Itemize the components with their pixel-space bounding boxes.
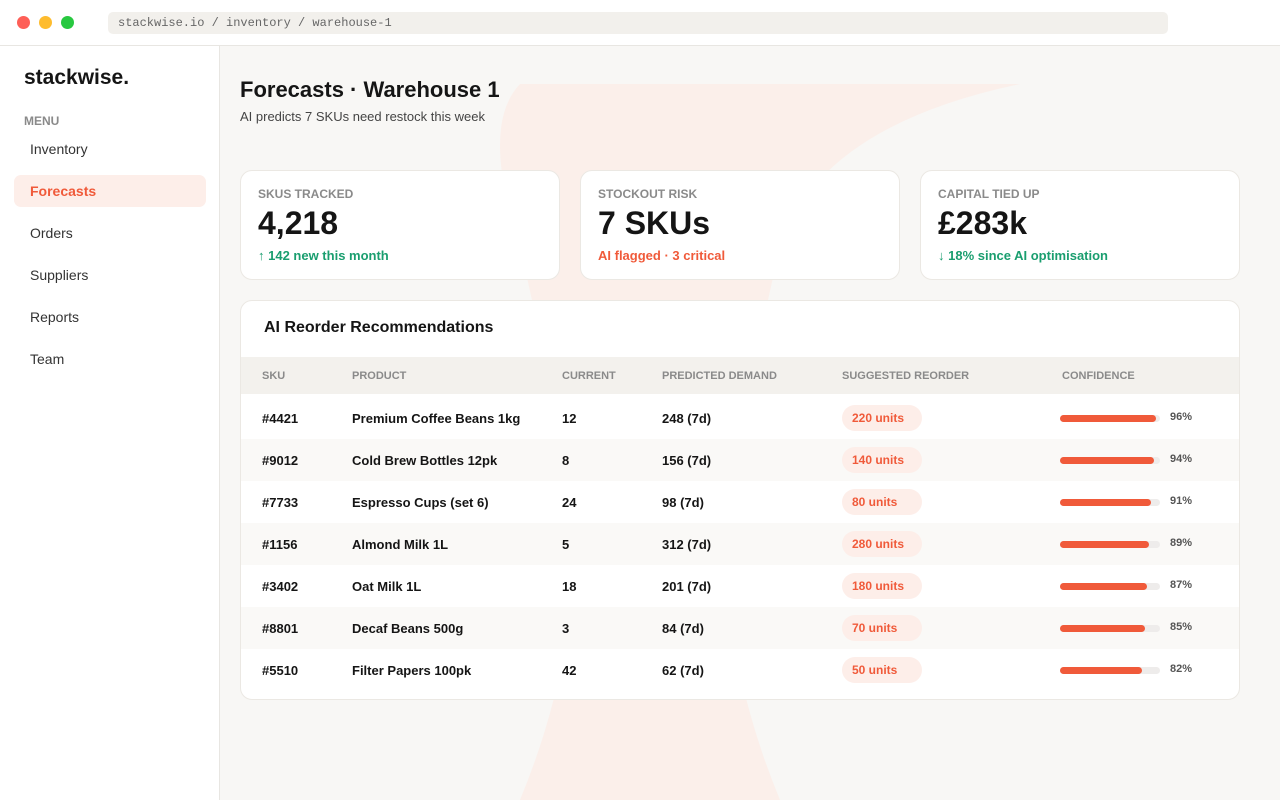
table-cell: 248 (7d) (662, 411, 712, 426)
column-header: SKU (262, 370, 286, 382)
table-cell: #1156 (262, 537, 298, 552)
table-cell: 62 (7d) (662, 663, 704, 678)
table-cell: Oat Milk 1L (352, 579, 422, 594)
confidence-bar (1060, 457, 1154, 464)
table-cell: Filter Papers 100pk (352, 663, 472, 678)
nav-item[interactable]: Forecasts (30, 183, 97, 199)
stat-note: ↓ 18% since AI optimisation (938, 248, 1109, 263)
table-cell: 5 (562, 537, 570, 552)
stat-label: CAPITAL TIED UP (938, 187, 1040, 201)
nav-item[interactable]: Reports (30, 309, 80, 325)
reorder-pill: 80 units (842, 489, 922, 515)
table-cell: Cold Brew Bottles 12pk (352, 453, 498, 468)
reorder-pill: 180 units (842, 573, 922, 599)
confidence-label: 91% (1170, 495, 1193, 507)
table-cell: 8 (562, 453, 570, 468)
stat-value: 4,218 (258, 205, 339, 241)
stat-card: CAPITAL TIED UP £283k ↓ 18% since AI optim… (920, 170, 1240, 280)
confidence-label: 87% (1170, 579, 1193, 591)
reorder-amount: 140 units (852, 453, 905, 467)
stat-label: STOCKOUT RISK (598, 187, 698, 201)
reorder-pill: 70 units (842, 615, 922, 641)
table-cell: 156 (7d) (662, 453, 712, 468)
reorder-amount: 180 units (852, 579, 905, 593)
column-header: PREDICTED DEMAND (662, 370, 777, 382)
confidence-label: 94% (1170, 453, 1193, 465)
table-cell: Premium Coffee Beans 1kg (352, 411, 521, 426)
reorder-pill: 220 units (842, 405, 922, 431)
nav-active-bg (14, 175, 206, 207)
stat-label: SKUS TRACKED (258, 187, 354, 201)
confidence-bar (1060, 667, 1142, 674)
stat-note: AI flagged · 3 critical (598, 248, 726, 263)
reorder-amount: 220 units (852, 411, 905, 425)
address-bar[interactable]: stackwise.io / inventory / warehouse-1 (108, 12, 1168, 34)
column-header: CONFIDENCE (1062, 370, 1135, 382)
column-header: PRODUCT (352, 370, 407, 382)
table-cell: Decaf Beans 500g (352, 621, 464, 636)
table-cell: 98 (7d) (662, 495, 704, 510)
table-cell: #3402 (262, 579, 299, 594)
table-cell: #9012 (262, 453, 299, 468)
browser-bar: stackwise.io / inventory / warehouse-1 (0, 0, 1280, 46)
reorder-amount: 70 units (852, 621, 898, 635)
table-cell: 42 (562, 663, 577, 678)
confidence-label: 96% (1170, 411, 1193, 423)
confidence-bar (1060, 499, 1151, 506)
confidence-bar (1060, 541, 1149, 548)
maximize-button[interactable] (61, 16, 74, 29)
table-cell: 18 (562, 579, 577, 594)
sidebar: stackwise. MENU Inventory Forecasts Orders… (0, 46, 220, 800)
reorder-amount: 50 units (852, 663, 898, 677)
column-header: CURRENT (562, 370, 616, 382)
nav-item[interactable]: Inventory (30, 141, 88, 157)
table-card: AI Reorder Recommendations SKU PRODUCT CUR… (240, 300, 1240, 700)
table-cell: 201 (7d) (662, 579, 712, 594)
close-button[interactable] (17, 16, 30, 29)
stat-card: STOCKOUT RISK 7 SKUs AI flagged · 3 critic… (580, 170, 900, 280)
brand: stackwise. (24, 66, 130, 89)
table-cell: Almond Milk 1L (352, 537, 449, 552)
table-cell: Espresso Cups (set 6) (352, 495, 489, 510)
confidence-bar (1060, 415, 1156, 422)
table-cell: 312 (7d) (662, 537, 712, 552)
nav-item[interactable]: Suppliers (30, 267, 89, 283)
confidence-label: 89% (1170, 537, 1193, 549)
table-title: AI Reorder Recommendations (264, 319, 494, 336)
stat-note: ↑ 142 new this month (258, 248, 389, 263)
reorder-amount: 80 units (852, 495, 898, 509)
stat-value: £283k (938, 205, 1027, 241)
table-cell: 3 (562, 621, 570, 636)
table-cell: 24 (562, 495, 577, 510)
nav-item[interactable]: Orders (30, 225, 73, 241)
table-cell: #4421 (262, 411, 299, 426)
minimize-button[interactable] (39, 16, 52, 29)
reorder-amount: 280 units (852, 537, 905, 551)
table-cell: #7733 (262, 495, 299, 510)
confidence-label: 82% (1170, 663, 1193, 675)
table-cell: 12 (562, 411, 577, 426)
confidence-bar (1060, 625, 1145, 632)
reorder-pill: 50 units (842, 657, 922, 683)
confidence-label: 85% (1170, 621, 1193, 633)
confidence-bar (1060, 583, 1147, 590)
page-subtitle: AI predicts 7 SKUs need restock this wee… (240, 109, 485, 124)
stat-card: SKUS TRACKED 4,218 ↑ 142 new this month (240, 170, 560, 280)
menu-label: MENU (24, 114, 60, 128)
reorder-pill: 140 units (842, 447, 922, 473)
reorder-pill: 280 units (842, 531, 922, 557)
table-cell: #8801 (262, 621, 299, 636)
table-header (241, 357, 1239, 394)
table-cell: 84 (7d) (662, 621, 704, 636)
column-header: SUGGESTED REORDER (842, 370, 970, 382)
stat-value: 7 SKUs (598, 205, 711, 241)
page-title: Forecasts · Warehouse 1 (240, 77, 500, 102)
nav-item[interactable]: Team (30, 351, 65, 367)
table-cell: #5510 (262, 663, 299, 678)
